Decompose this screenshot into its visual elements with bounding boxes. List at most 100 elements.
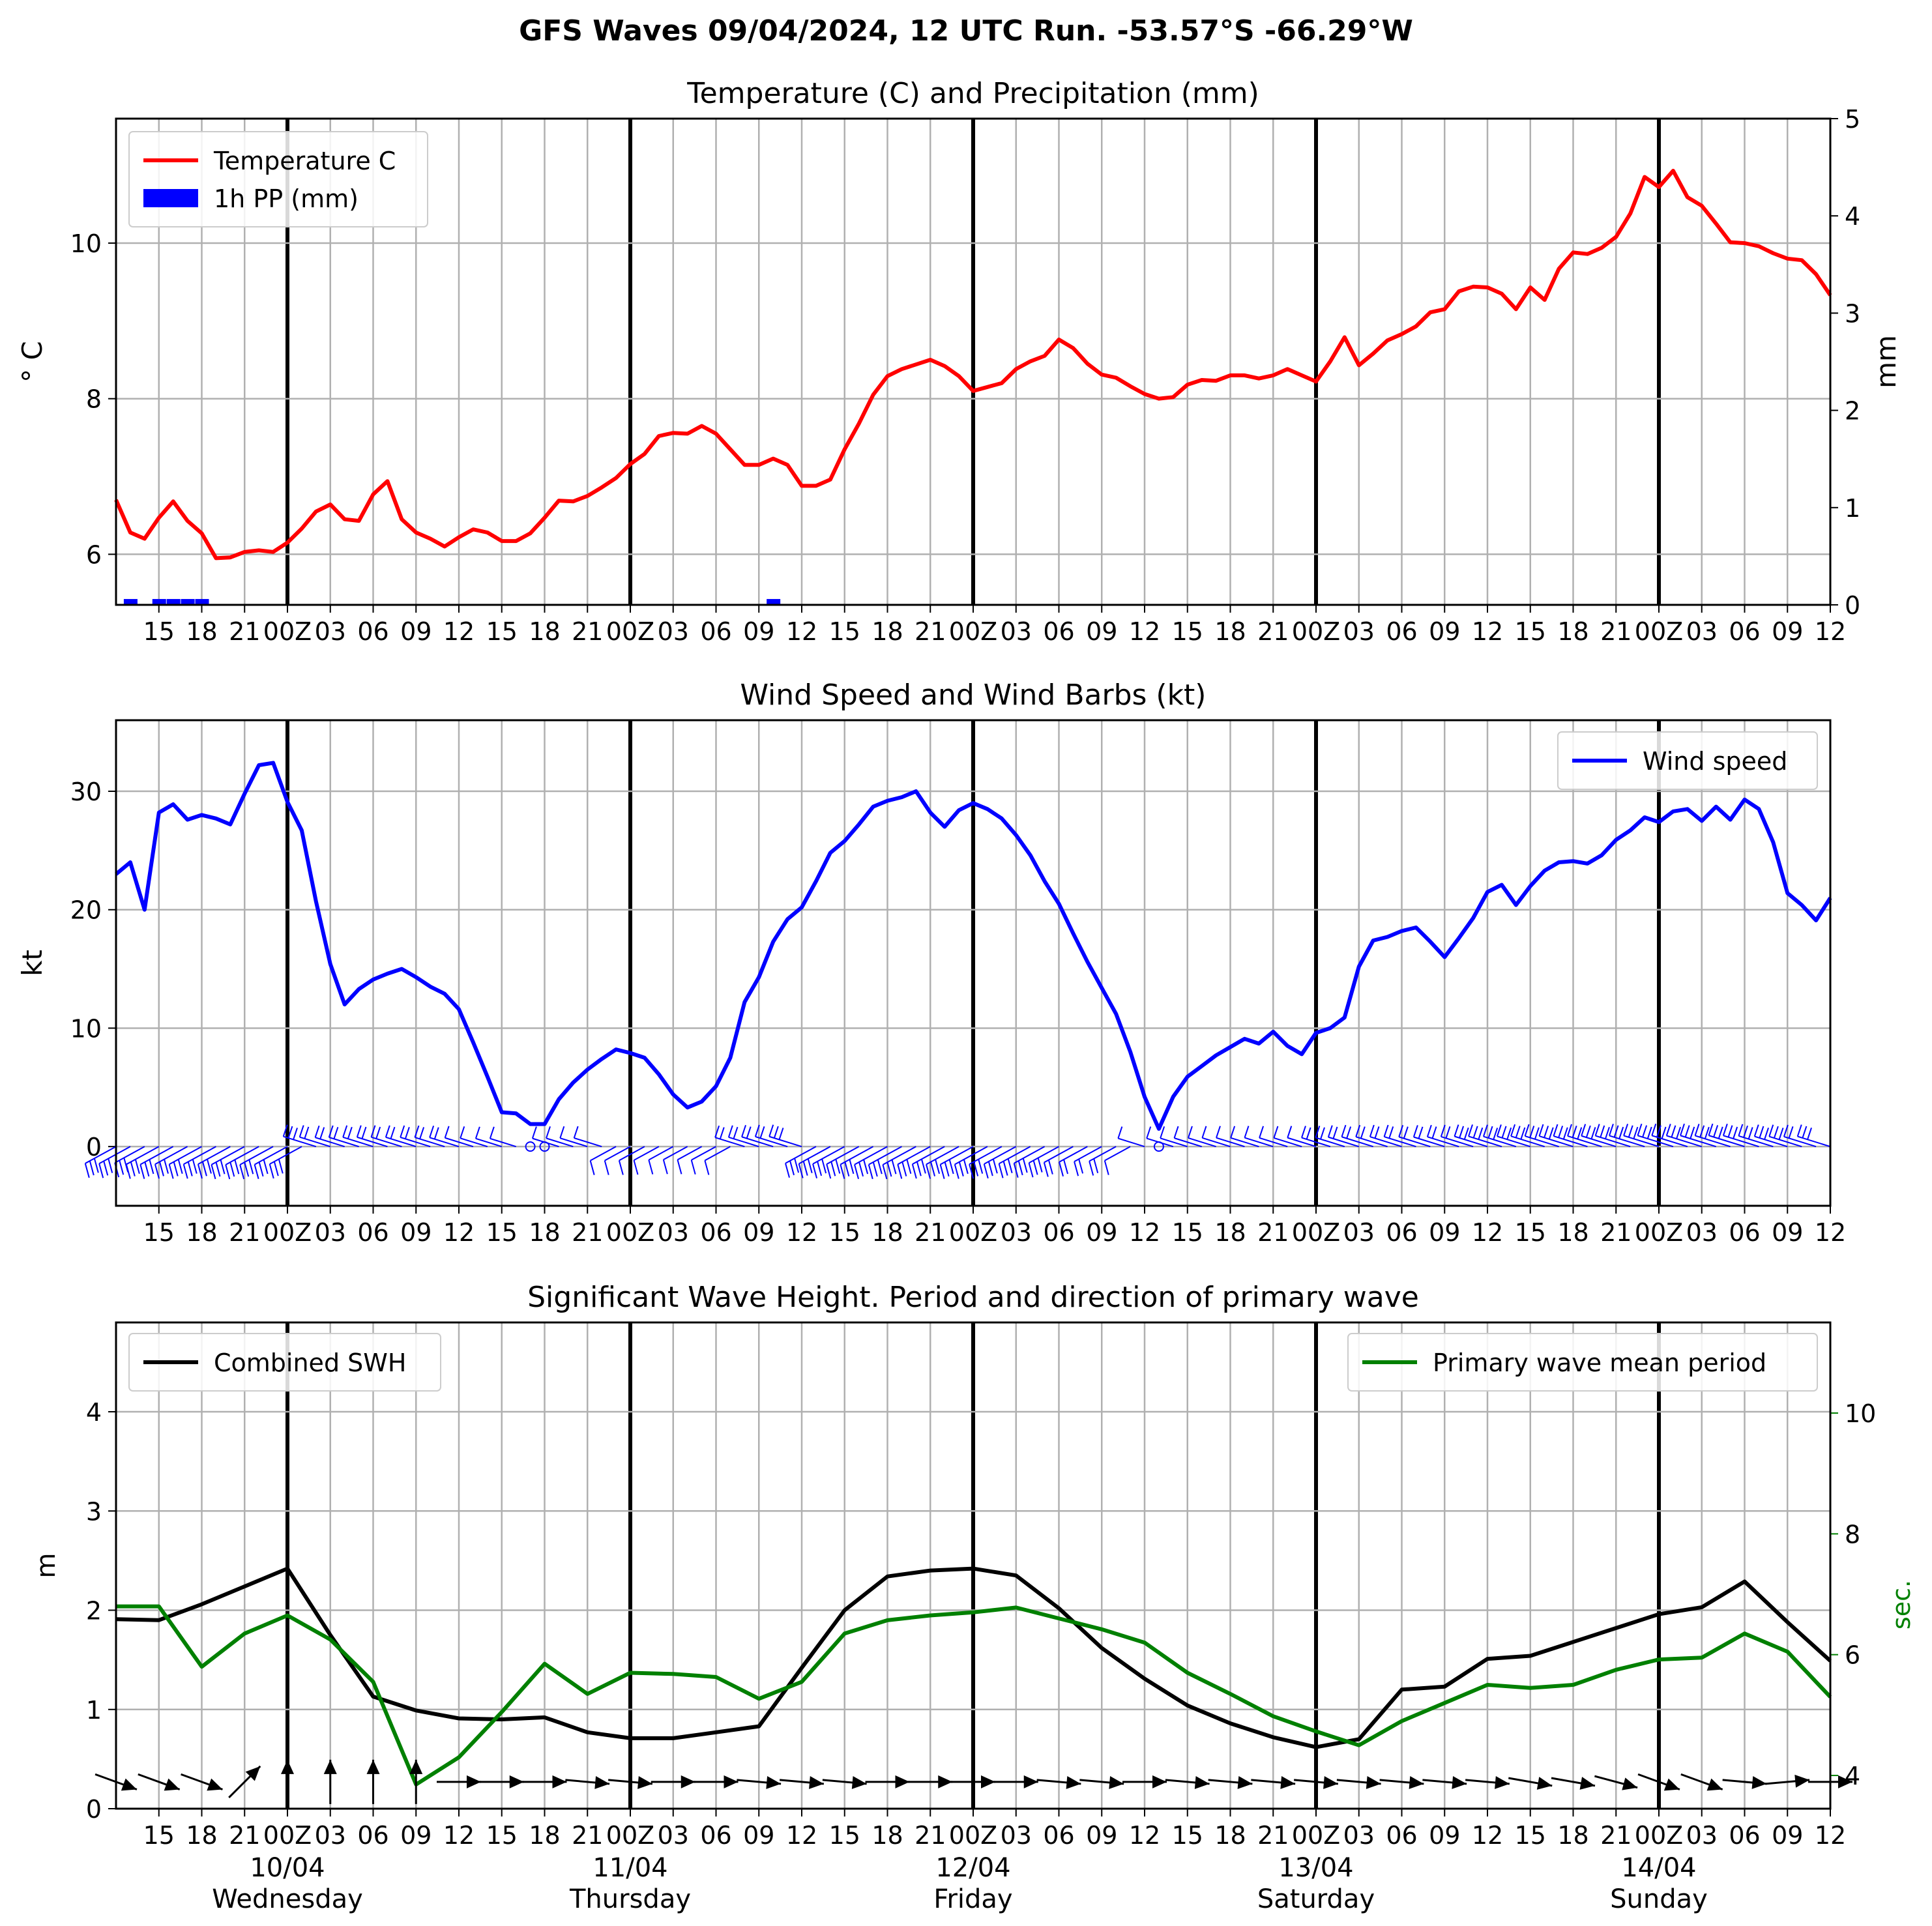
y-tick-label: 2 (86, 1597, 102, 1626)
wind-barb (315, 1137, 345, 1148)
legend-label: Combined SWH (214, 1349, 406, 1377)
wind-barb-flag (844, 1161, 850, 1177)
wind-barb-flag (983, 1163, 989, 1179)
x-tick-label: 00Z (263, 1821, 312, 1850)
day-date-label: 14/04 (1621, 1853, 1696, 1883)
wind-barb-flag (604, 1160, 609, 1175)
wind-barb (1216, 1137, 1245, 1148)
wind-barb-flag (1642, 1125, 1648, 1137)
wind-barb (912, 1146, 945, 1165)
wind-barb-flag (1524, 1124, 1530, 1137)
wind-barb-flag (89, 1160, 95, 1176)
wind-barb (329, 1137, 359, 1148)
wind-barb-flag (1713, 1125, 1719, 1137)
wind-barb-flag (1287, 1126, 1293, 1138)
wind-barb (211, 1146, 245, 1165)
wind-barb-flag (840, 1164, 845, 1179)
wind-barb-flag (802, 1161, 808, 1176)
y2-axis-label: sec. (1887, 1580, 1916, 1629)
wind-barb-flag (1628, 1125, 1633, 1138)
x-tick-label: 12 (1472, 617, 1503, 646)
wind-barb-flag (314, 1125, 320, 1138)
x-tick-label: 21 (915, 1218, 946, 1247)
wind-barb-flag (1623, 1124, 1629, 1136)
wind-barb (560, 1137, 588, 1148)
wave-direction-arrowhead (323, 1759, 337, 1774)
wind-barb-flag (1426, 1124, 1432, 1137)
wind-barb-flag (944, 1161, 950, 1177)
wind-barb (1553, 1135, 1588, 1148)
x-tick-label: 03 (658, 1218, 689, 1247)
wind-barb (812, 1146, 845, 1165)
wind-barb-flag (1651, 1123, 1657, 1136)
wind-barb (648, 1146, 674, 1161)
wind-barb (546, 1137, 574, 1148)
wind-barb-flag (1355, 1124, 1361, 1137)
wind-barb (1301, 1137, 1331, 1148)
x-tick-label: 12 (1472, 1821, 1503, 1850)
panel-title: Wind Speed and Wind Barbs (kt) (740, 678, 1207, 712)
wind-barb-flag (159, 1161, 164, 1176)
wind-barb-flag (192, 1159, 198, 1174)
wind-barb (826, 1146, 860, 1165)
x-tick-label: 03 (1001, 1218, 1032, 1247)
y2-tick-label: 6 (1845, 1641, 1860, 1670)
y-axis-label: kt (16, 950, 48, 976)
wind-barb-flag (1063, 1159, 1069, 1175)
wind-barb-flag (1259, 1126, 1265, 1139)
wind-barb-flag (177, 1159, 183, 1174)
wind-barb-flag (1360, 1126, 1366, 1139)
wind-barb-flag (768, 1124, 774, 1137)
x-tick-label: 21 (915, 1821, 946, 1850)
wind-barb (1118, 1137, 1145, 1148)
x-tick-label: 09 (1772, 617, 1803, 646)
wind-barb-flag (1003, 1161, 1008, 1176)
wave-direction-arrowhead (766, 1775, 782, 1789)
wind-barb (1202, 1137, 1231, 1148)
wind-barb-flag (269, 1163, 274, 1179)
wave-direction-arrowhead (1706, 1778, 1723, 1791)
x-tick-label: 06 (357, 1821, 388, 1850)
wind-barb-flag (93, 1158, 99, 1173)
x-tick-label: 21 (572, 1218, 603, 1247)
legend-box (128, 1333, 441, 1392)
panel-title: Significant Wave Height. Period and dire… (527, 1281, 1419, 1314)
x-tick-label: 03 (1686, 1821, 1718, 1850)
wind-barb (1315, 1137, 1345, 1148)
wind-barb-flag (1403, 1126, 1409, 1139)
x-tick-label: 09 (1772, 1821, 1803, 1850)
wind-barb-flag (854, 1164, 859, 1179)
wind-barb-flag (1608, 1124, 1614, 1136)
wind-barb-flag (134, 1159, 140, 1175)
x-tick-label: 06 (700, 1821, 731, 1850)
wave-direction-arrowhead (1109, 1775, 1124, 1789)
wind-barb-flag (187, 1161, 193, 1176)
wave-direction-arrowhead (552, 1775, 567, 1788)
wind-barb-flag (1671, 1125, 1676, 1138)
y-tick-label: 0 (86, 1133, 102, 1161)
wind-barb-flag (433, 1127, 439, 1139)
wave-direction-arrowhead (1495, 1775, 1510, 1789)
wind-barb-flag (282, 1124, 288, 1137)
x-tick-label: 15 (1515, 1821, 1546, 1850)
wind-barb (225, 1146, 259, 1165)
x-tick-label: 06 (1729, 1218, 1760, 1247)
legend-swatch (143, 189, 198, 207)
wind-barb (798, 1146, 831, 1165)
wind-barb-flag (1306, 1127, 1311, 1140)
wind-barb (1708, 1135, 1745, 1148)
x-tick-label: 09 (1086, 1218, 1117, 1247)
wind-barb (1680, 1135, 1716, 1148)
wind-barb-flag (1590, 1127, 1596, 1139)
wind-barb-flag (973, 1161, 979, 1176)
wave-direction-arrowhead (1280, 1775, 1296, 1789)
wind-barb-flag (1346, 1126, 1352, 1139)
wind-barb (1695, 1135, 1731, 1148)
wind-barb-flag (206, 1159, 212, 1174)
x-tick-label: 21 (1600, 617, 1632, 646)
wind-barb-flag (901, 1161, 907, 1176)
x-tick-label: 15 (143, 1821, 175, 1850)
x-tick-label: 03 (1343, 1218, 1375, 1247)
wind-barb-flag (1047, 1160, 1053, 1175)
